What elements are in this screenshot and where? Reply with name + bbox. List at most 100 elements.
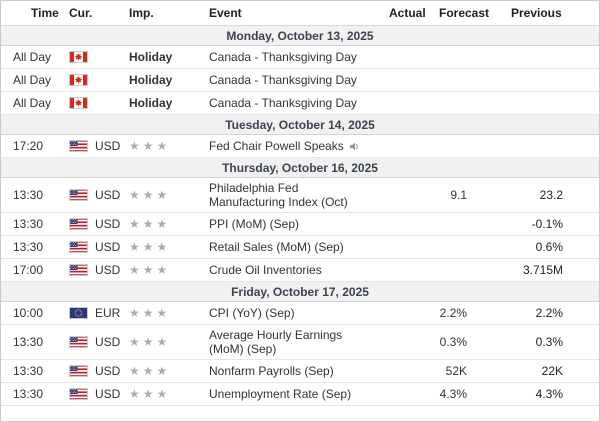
date-header-row: Friday, October 17, 2025 — [1, 282, 599, 302]
currency-cell — [57, 74, 119, 86]
us-flag-icon — [69, 264, 88, 276]
time-cell: 13:30 — [13, 188, 44, 202]
event-row[interactable]: 13:30 USD ★ ★ ★ Nonfarm Payrolls (Sep) 52K 22K — [1, 360, 599, 383]
event-name[interactable]: Retail Sales (MoM) (Sep) — [203, 237, 381, 257]
event-row[interactable]: All Day Holiday Canada - Thanksgiving Day — [1, 69, 599, 92]
importance-star-icon: ★ — [156, 306, 168, 320]
time-cell: 13:30 — [13, 387, 44, 401]
importance-cell: ★ ★ ★ — [119, 188, 203, 202]
event-row[interactable]: 13:30 USD ★ ★ ★ Philadelphia Fed Manufacturin… — [1, 178, 599, 213]
currency-cell — [57, 51, 119, 63]
currency-code: USD — [95, 387, 121, 401]
event-name[interactable]: Canada - Thanksgiving Day — [203, 70, 381, 90]
event-row[interactable]: 13:30 USD ★ ★ ★ Average Hourly Earnings (MoM)… — [1, 325, 599, 360]
column-header-time: Time — [31, 6, 59, 20]
us-flag-icon — [69, 189, 88, 201]
us-flag-icon — [69, 365, 88, 377]
event-row[interactable]: 13:30 USD ★ ★ ★ Retail Sales (MoM) (Sep) 0.6% — [1, 236, 599, 259]
event-name[interactable]: Fed Chair Powell Speaks — [203, 136, 381, 156]
date-header-row: Tuesday, October 14, 2025 — [1, 115, 599, 135]
forecast-cell: 4.3% — [439, 387, 467, 401]
currency-cell: USD — [57, 387, 121, 401]
importance-star-icon: ★ — [129, 364, 140, 378]
speaker-icon — [344, 139, 360, 153]
event-name[interactable]: CPI (YoY) (Sep) — [203, 303, 381, 323]
time-cell: 17:00 — [13, 263, 44, 277]
date-label: Thursday, October 16, 2025 — [222, 160, 378, 175]
currency-code: USD — [95, 263, 121, 277]
currency-code: USD — [95, 139, 121, 153]
forecast-cell: 2.2% — [439, 306, 467, 320]
importance-star-icon: ★ — [156, 387, 168, 401]
event-name-text: Philadelphia Fed Manufacturing Index (Oc… — [209, 181, 348, 209]
previous-cell: 3.715M — [522, 263, 563, 277]
importance-star-icon: ★ — [129, 139, 140, 153]
holiday-label: Holiday — [129, 96, 173, 110]
importance-star-icon: ★ — [142, 364, 154, 378]
event-name[interactable]: Crude Oil Inventories — [203, 260, 381, 280]
date-header-row: Monday, October 13, 2025 — [1, 26, 599, 46]
importance-star-icon: ★ — [156, 263, 168, 277]
importance-star-icon: ★ — [142, 335, 154, 349]
event-name[interactable]: PPI (MoM) (Sep) — [203, 214, 381, 234]
importance-cell: ★ ★ ★ — [119, 387, 203, 401]
time-cell: 13:30 — [13, 364, 44, 378]
canada-flag-icon — [69, 51, 88, 63]
column-header-actual: Actual — [389, 6, 426, 20]
importance-star-icon: ★ — [142, 139, 154, 153]
importance-star-icon: ★ — [129, 240, 140, 254]
importance-star-icon: ★ — [142, 217, 154, 231]
importance-star-icon: ★ — [156, 188, 168, 202]
event-name[interactable]: Philadelphia Fed Manufacturing Index (Oc… — [203, 178, 381, 212]
importance-cell: ★ ★ ★ — [119, 364, 203, 378]
event-row[interactable]: 10:00 EUR ★ ★ ★ CPI (YoY) (Sep) 2.2% 2.2% — [1, 302, 599, 325]
column-header-event: Event — [209, 6, 242, 20]
event-name[interactable]: Average Hourly Earnings (MoM) (Sep) — [203, 325, 381, 359]
event-row[interactable]: 13:30 USD ★ ★ ★ Unemployment Rate (Sep) 4.3% 4.… — [1, 383, 599, 406]
event-name-text: Average Hourly Earnings (MoM) (Sep) — [209, 328, 343, 356]
currency-code: USD — [95, 364, 121, 378]
currency-code: USD — [95, 188, 121, 202]
importance-cell: ★ ★ ★ — [119, 139, 203, 153]
event-row[interactable]: 17:20 USD ★ ★ ★ Fed Chair Powell Speaks — [1, 135, 599, 158]
canada-flag-icon — [69, 74, 88, 86]
column-header-currency: Cur. — [69, 6, 93, 20]
date-label: Tuesday, October 14, 2025 — [225, 117, 375, 132]
time-cell: All Day — [13, 50, 52, 64]
event-name[interactable]: Unemployment Rate (Sep) — [203, 384, 381, 404]
event-row[interactable]: All Day Holiday Canada - Thanksgiving Day — [1, 46, 599, 69]
importance-star-icon: ★ — [129, 306, 140, 320]
forecast-cell: 52K — [445, 364, 467, 378]
event-row[interactable]: 13:30 USD ★ ★ ★ PPI (MoM) (Sep) -0.1% — [1, 213, 599, 236]
currency-cell: USD — [57, 364, 121, 378]
importance-cell: Holiday — [119, 73, 203, 87]
date-header-row: Thursday, October 16, 2025 — [1, 158, 599, 178]
previous-cell: -0.1% — [531, 217, 563, 231]
event-row[interactable]: All Day Holiday Canada - Thanksgiving Day — [1, 92, 599, 115]
time-cell: All Day — [13, 73, 52, 87]
importance-star-icon: ★ — [129, 263, 140, 277]
time-cell: 13:30 — [13, 240, 44, 254]
importance-star-icon: ★ — [156, 217, 168, 231]
importance-star-icon: ★ — [129, 217, 140, 231]
date-label: Monday, October 13, 2025 — [226, 28, 374, 43]
time-cell: 13:30 — [13, 335, 44, 349]
previous-cell: 0.6% — [535, 240, 563, 254]
us-flag-icon — [69, 388, 88, 400]
event-row[interactable]: 17:00 USD ★ ★ ★ Crude Oil Inventories 3.715M — [1, 259, 599, 282]
currency-cell: USD — [57, 263, 121, 277]
event-name[interactable]: Nonfarm Payrolls (Sep) — [203, 361, 381, 381]
importance-cell: Holiday — [119, 50, 203, 64]
importance-cell: ★ ★ ★ — [119, 306, 203, 320]
event-name[interactable]: Canada - Thanksgiving Day — [203, 93, 381, 113]
column-header-importance: Imp. — [129, 6, 154, 20]
holiday-label: Holiday — [129, 73, 173, 87]
event-name-text: Canada - Thanksgiving Day — [209, 50, 357, 64]
importance-star-icon: ★ — [129, 188, 140, 202]
importance-cell: ★ ★ ★ — [119, 335, 203, 349]
time-cell: 17:20 — [13, 139, 44, 153]
previous-cell: 23.2 — [539, 188, 563, 202]
importance-cell: ★ ★ ★ — [119, 263, 203, 277]
calendar-body: Monday, October 13, 2025 All Day Holiday Ca… — [1, 26, 599, 406]
event-name[interactable]: Canada - Thanksgiving Day — [203, 47, 381, 67]
